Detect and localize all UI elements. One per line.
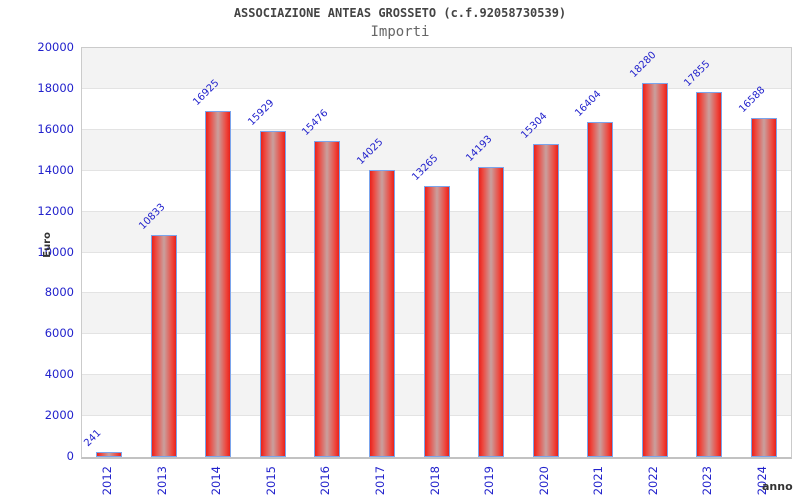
y-axis-title: Euro	[42, 232, 53, 258]
chart-title: ASSOCIAZIONE ANTEAS GROSSETO (c.f.920587…	[233, 6, 567, 20]
gridline	[82, 169, 791, 171]
plot-area: 241 10833 16925 15929 15476 14025 13265 14193 15…	[81, 47, 792, 459]
x-tick-label: 2019	[482, 466, 497, 496]
x-axis-title: anno	[762, 480, 793, 493]
x-tick-label: 2022	[645, 466, 660, 496]
x-tick-label: 2018	[427, 466, 442, 496]
x-tick-label: 2014	[209, 466, 224, 496]
x-tick-label: 2021	[591, 466, 606, 496]
y-tick-label: 20000	[37, 40, 74, 54]
bar	[96, 452, 123, 457]
bar-value-label: 241	[82, 427, 104, 450]
bar	[314, 140, 341, 457]
y-tick-label: 2000	[44, 408, 74, 423]
bar	[259, 131, 286, 457]
x-tick-label: 2012	[100, 466, 115, 496]
y-tick-label: 16000	[37, 121, 74, 136]
x-tick-label: 2016	[318, 466, 333, 496]
bar	[587, 121, 614, 457]
bar	[641, 83, 668, 457]
bar	[205, 110, 232, 457]
gridline	[82, 128, 791, 130]
bar	[750, 117, 777, 457]
y-tick-label: 12000	[37, 203, 74, 218]
x-tick-label: 2017	[372, 466, 387, 496]
bar-value-label: 15929	[246, 97, 277, 129]
y-tick-label: 18000	[37, 80, 74, 95]
bar	[478, 166, 505, 457]
y-tick-label: 8000	[44, 285, 74, 300]
chart-subtitle: Importi	[370, 24, 430, 40]
y-tick-label: 0	[66, 449, 74, 463]
x-tick-label: 2023	[700, 466, 715, 496]
bar	[696, 91, 723, 457]
bar	[368, 170, 395, 457]
y-tick-label: 4000	[44, 367, 74, 382]
y-tick-label: 14000	[37, 162, 74, 177]
plot-band	[82, 129, 791, 171]
bar	[423, 185, 450, 457]
plot-band	[82, 48, 791, 89]
y-tick-label: 10000	[37, 244, 74, 259]
gridline	[82, 87, 791, 89]
x-tick-label: 2020	[536, 466, 551, 496]
x-tick-label: 2013	[154, 466, 169, 496]
bar	[532, 144, 559, 457]
y-tick-label: 6000	[44, 326, 74, 341]
bar	[150, 235, 177, 457]
bar-value-label: 16588	[736, 84, 768, 115]
bar-value-label: 16404	[573, 88, 604, 119]
x-tick-label: 2015	[263, 466, 278, 496]
